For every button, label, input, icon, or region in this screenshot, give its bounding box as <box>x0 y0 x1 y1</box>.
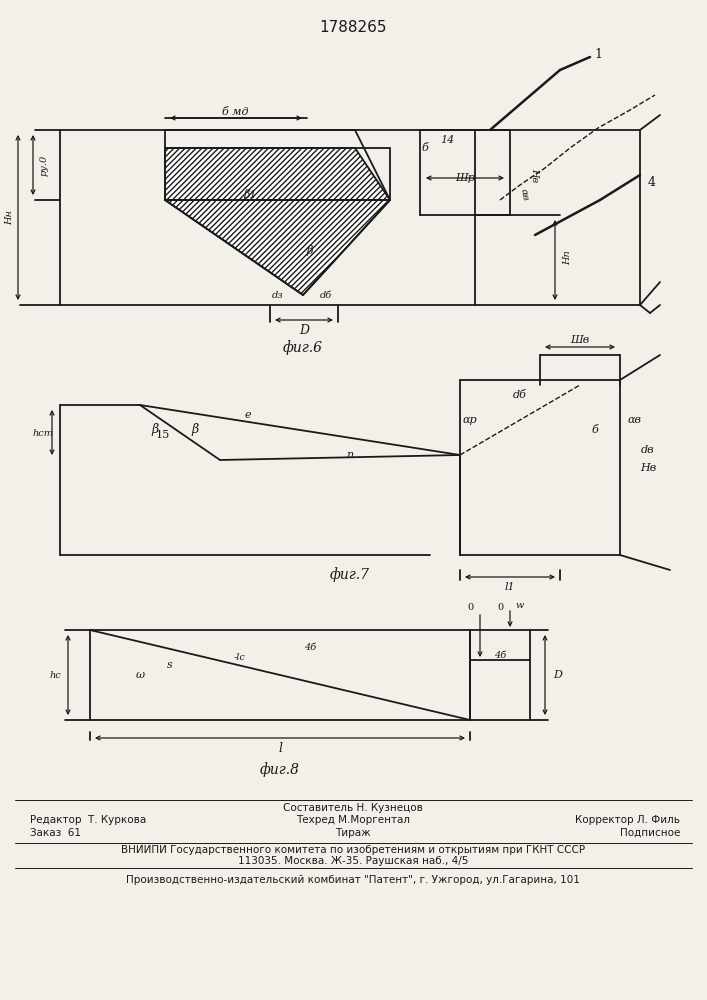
Text: dб: dб <box>320 290 332 300</box>
Text: αр: αр <box>462 415 477 425</box>
Text: ω: ω <box>136 670 144 680</box>
Text: αв: αв <box>628 415 642 425</box>
Text: β: β <box>151 424 158 436</box>
Text: Нв: Нв <box>640 463 656 473</box>
Text: dб: dб <box>513 390 527 400</box>
Text: 0: 0 <box>467 603 473 612</box>
Text: Нн: Нн <box>6 211 15 225</box>
Text: 4б: 4б <box>494 650 506 660</box>
Text: 4: 4 <box>648 176 656 188</box>
Text: 15: 15 <box>156 430 170 440</box>
Text: б мд: б мд <box>222 107 248 117</box>
Text: e: e <box>245 410 251 420</box>
Text: 14: 14 <box>440 135 454 145</box>
Text: 113035. Москва. Ж-35. Раушская наб., 4/5: 113035. Москва. Ж-35. Раушская наб., 4/5 <box>238 856 468 866</box>
Text: Шр: Шр <box>455 173 475 183</box>
Text: фиг.6: фиг.6 <box>283 341 323 355</box>
Text: Тираж: Тираж <box>335 828 370 838</box>
Text: D: D <box>299 324 309 338</box>
Text: n: n <box>346 450 354 460</box>
Text: l1: l1 <box>505 582 515 592</box>
Text: Нв: Нв <box>530 168 539 182</box>
Text: 1788265: 1788265 <box>320 20 387 35</box>
Text: Редактор  Т. Куркова: Редактор Т. Куркова <box>30 815 146 825</box>
Text: hc: hc <box>49 670 61 680</box>
Polygon shape <box>165 148 390 200</box>
Text: s: s <box>167 660 173 670</box>
Polygon shape <box>165 200 390 295</box>
Text: Заказ  61: Заказ 61 <box>30 828 81 838</box>
Text: 0: 0 <box>497 603 503 612</box>
Text: б: б <box>421 143 428 153</box>
Text: l: l <box>278 742 282 754</box>
Text: 4б: 4б <box>304 644 316 652</box>
Text: β1: β1 <box>243 190 257 200</box>
Text: dв: dв <box>641 445 655 455</box>
Text: Корректор Л. Филь: Корректор Л. Филь <box>575 815 680 825</box>
Text: β: β <box>307 244 313 255</box>
Text: dз: dз <box>272 290 284 300</box>
Text: ВНИИПИ Государственного комитета по изобретениям и открытиям при ГКНТ СССР: ВНИИПИ Государственного комитета по изоб… <box>121 845 585 855</box>
Text: β: β <box>192 424 199 436</box>
Text: б: б <box>592 425 598 435</box>
Text: Техред М.Моргентал: Техред М.Моргентал <box>296 815 410 825</box>
Text: w: w <box>516 600 524 609</box>
Text: Производственно-издательский комбинат "Патент", г. Ужгород, ул.Гагарина, 101: Производственно-издательский комбинат "П… <box>126 875 580 885</box>
Text: D: D <box>554 670 563 680</box>
Text: Подписное: Подписное <box>619 828 680 838</box>
Text: Шв: Шв <box>571 335 590 345</box>
Text: 1: 1 <box>594 48 602 62</box>
Text: фиг.7: фиг.7 <box>330 568 370 582</box>
Text: -lc: -lc <box>234 652 246 662</box>
Text: Нп: Нп <box>563 251 573 265</box>
Text: ру.0: ру.0 <box>40 154 49 176</box>
Text: hcт: hcт <box>33 428 54 438</box>
Text: Составитель Н. Кузнецов: Составитель Н. Кузнецов <box>283 803 423 813</box>
Text: фиг.8: фиг.8 <box>260 763 300 777</box>
Text: αв: αв <box>518 188 530 202</box>
